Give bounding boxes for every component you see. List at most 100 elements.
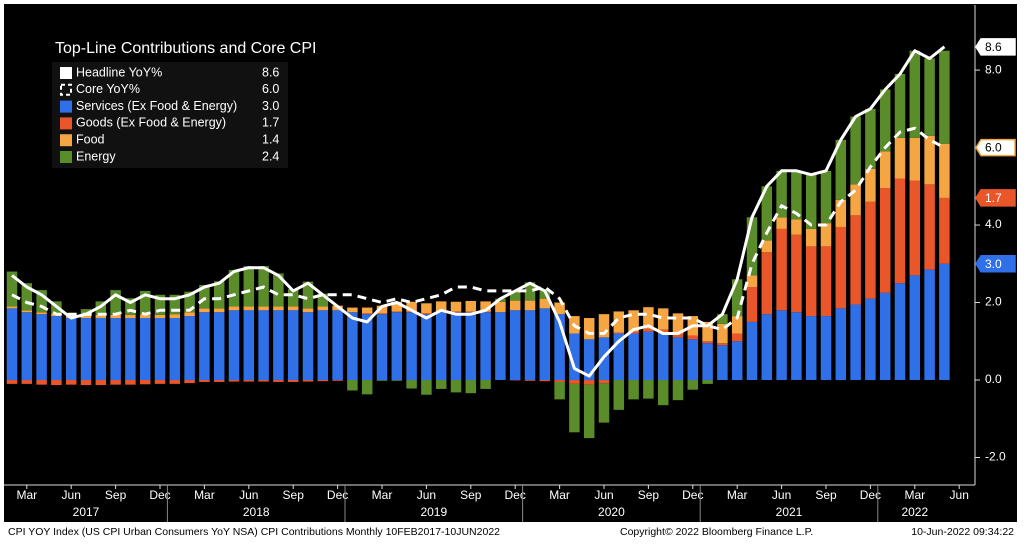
bar [672, 333, 684, 338]
bar [361, 313, 373, 315]
x-tick-label: Jun [594, 488, 613, 502]
bar [761, 186, 773, 241]
bar [539, 380, 551, 382]
bar [347, 312, 358, 381]
legend-label: Services (Ex Food & Energy) [76, 99, 237, 113]
value-tag-label: 6.0 [985, 141, 1002, 155]
bar [110, 380, 121, 385]
bar [583, 339, 595, 381]
bar [509, 290, 521, 301]
bar [509, 310, 521, 381]
bar [628, 310, 639, 332]
bar [421, 303, 432, 313]
bar [21, 312, 33, 381]
bar [791, 234, 802, 313]
legend-value: 6.0 [262, 82, 279, 96]
bar [731, 316, 743, 334]
bar [347, 307, 358, 313]
bar [687, 380, 699, 390]
bar [879, 292, 891, 381]
bar [139, 314, 151, 319]
bar [406, 312, 417, 381]
bar [643, 328, 654, 332]
bar [376, 380, 388, 381]
bar [539, 308, 551, 381]
bar [761, 314, 773, 381]
bar [435, 301, 447, 312]
bar [805, 316, 817, 381]
bar [80, 309, 92, 315]
bar [391, 301, 403, 312]
y-tick-label: -2.0 [985, 450, 1006, 464]
bar [820, 246, 832, 317]
bar [110, 290, 121, 315]
bar [746, 321, 758, 381]
bar [465, 311, 477, 313]
legend-swatch [60, 151, 72, 163]
year-label: 2022 [901, 505, 928, 519]
x-tick-label: Jun [772, 488, 791, 502]
bar [213, 281, 225, 309]
bar [850, 184, 861, 216]
bar [199, 308, 210, 313]
x-tick-label: Jun [950, 488, 969, 502]
x-tick-label: Dec [149, 488, 170, 502]
legend-swatch [60, 67, 72, 79]
bar [628, 380, 639, 400]
bar [110, 314, 121, 319]
bar [169, 318, 181, 381]
bar [554, 381, 565, 400]
bar [939, 263, 950, 381]
bar [761, 240, 773, 253]
x-tick-label: Sep [460, 488, 482, 502]
bar [273, 273, 284, 307]
bar [273, 380, 284, 382]
bar [199, 380, 210, 382]
bar [95, 314, 107, 319]
legend-swatch [60, 83, 72, 96]
bar [791, 312, 802, 381]
bar [465, 300, 477, 312]
value-tag [975, 255, 1016, 273]
x-tick-label: Sep [638, 488, 660, 502]
footer-left: CPI YOY Index (US CPI Urban Consumers Yo… [8, 526, 500, 538]
bar [450, 301, 462, 312]
bar [169, 380, 181, 384]
bar [643, 380, 654, 399]
bar [879, 89, 891, 152]
bar [657, 308, 669, 330]
bar [332, 380, 343, 381]
bar [391, 311, 403, 313]
x-tick-label: Sep [815, 488, 837, 502]
bar [213, 308, 225, 313]
bar [524, 300, 536, 311]
bar [80, 314, 92, 319]
x-tick-label: Mar [16, 488, 37, 502]
bar [450, 312, 462, 381]
legend-label: Headline YoY% [76, 65, 162, 79]
year-label: 2019 [420, 505, 447, 519]
bar [36, 312, 47, 315]
bar [6, 380, 18, 384]
bar [465, 312, 477, 381]
bar [731, 333, 743, 342]
bar [184, 312, 195, 317]
bar [805, 174, 817, 229]
bar [258, 306, 269, 311]
x-tick-label: Mar [549, 488, 570, 502]
x-tick-label: Mar [372, 488, 393, 502]
bar [258, 310, 269, 381]
bar [820, 223, 832, 247]
bar [909, 50, 921, 138]
bar [95, 380, 107, 386]
bar [613, 332, 625, 334]
bar [154, 318, 166, 381]
bar [228, 269, 240, 307]
value-tag [975, 138, 1016, 157]
bar [791, 219, 802, 235]
bar [65, 318, 77, 381]
bar [421, 314, 432, 381]
bar [361, 314, 373, 381]
bar [909, 180, 921, 276]
bar [302, 312, 314, 381]
